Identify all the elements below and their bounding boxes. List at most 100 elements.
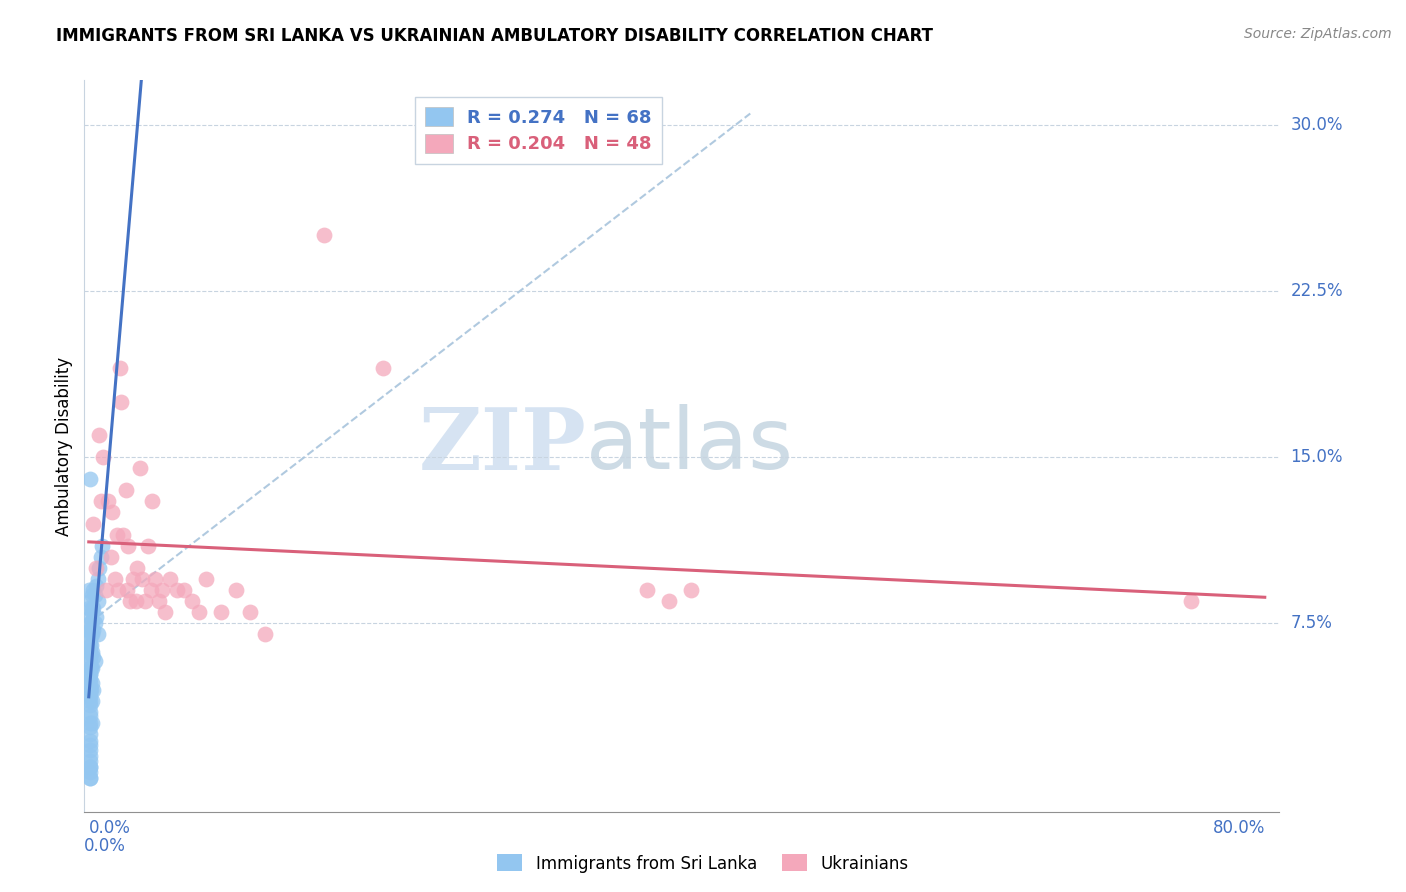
Point <box>195 572 218 586</box>
Point <box>188 605 211 619</box>
Point <box>79 639 101 653</box>
Point <box>80 694 103 708</box>
Point <box>80 627 103 641</box>
Point <box>83 616 105 631</box>
Point <box>93 450 115 464</box>
Point <box>107 583 129 598</box>
Point <box>77 583 100 598</box>
Point <box>96 583 118 598</box>
Point <box>82 516 104 531</box>
Point <box>82 623 104 637</box>
Point <box>100 549 122 564</box>
Point <box>82 649 104 664</box>
Point <box>79 609 101 624</box>
Point <box>114 483 136 498</box>
Point <box>312 228 335 243</box>
Point <box>681 583 703 598</box>
Point <box>79 705 101 719</box>
Point <box>80 676 103 690</box>
Point <box>131 572 153 586</box>
Point <box>79 660 101 674</box>
Point <box>79 772 101 786</box>
Point <box>79 749 101 764</box>
Point <box>80 587 103 601</box>
Point <box>79 616 101 631</box>
Legend: R = 0.274   N = 68, R = 0.204   N = 48: R = 0.274 N = 68, R = 0.204 N = 48 <box>415 96 662 164</box>
Point <box>86 572 108 586</box>
Point <box>80 600 103 615</box>
Point <box>79 672 101 686</box>
Point <box>83 587 105 601</box>
Point <box>80 660 103 674</box>
Point <box>209 605 232 619</box>
Point <box>79 738 101 752</box>
Point <box>79 654 101 668</box>
Point <box>122 572 145 586</box>
Point <box>80 660 103 674</box>
Point <box>79 645 101 659</box>
Point <box>80 614 103 628</box>
Point <box>79 721 101 735</box>
Point <box>79 682 101 697</box>
Point <box>82 583 104 598</box>
Point <box>139 583 162 598</box>
Point <box>159 572 181 586</box>
Point <box>79 764 101 779</box>
Point <box>129 461 152 475</box>
Point <box>105 527 128 541</box>
Point <box>115 583 138 598</box>
Point <box>254 627 277 641</box>
Text: Source: ZipAtlas.com: Source: ZipAtlas.com <box>1244 27 1392 41</box>
Point <box>143 572 166 586</box>
Point <box>90 494 112 508</box>
Point <box>79 623 101 637</box>
Point <box>79 772 101 786</box>
Point <box>79 649 101 664</box>
Text: 7.5%: 7.5% <box>1291 615 1333 632</box>
Point <box>108 361 131 376</box>
Point <box>79 716 101 731</box>
Point <box>80 716 103 731</box>
Point <box>173 583 195 598</box>
Point <box>79 690 101 704</box>
Point <box>155 605 177 619</box>
Point <box>150 583 173 598</box>
Point <box>84 609 107 624</box>
Point <box>82 682 104 697</box>
Text: ZIP: ZIP <box>419 404 586 488</box>
Point <box>79 623 101 637</box>
Point <box>148 594 170 608</box>
Text: 15.0%: 15.0% <box>1291 448 1343 467</box>
Point <box>79 594 101 608</box>
Point <box>84 561 107 575</box>
Point <box>79 472 101 486</box>
Point <box>79 754 101 768</box>
Text: 22.5%: 22.5% <box>1291 282 1343 300</box>
Y-axis label: Ambulatory Disability: Ambulatory Disability <box>55 357 73 535</box>
Point <box>127 561 149 575</box>
Text: IMMIGRANTS FROM SRI LANKA VS UKRAINIAN AMBULATORY DISABILITY CORRELATION CHART: IMMIGRANTS FROM SRI LANKA VS UKRAINIAN A… <box>56 27 934 45</box>
Point <box>104 572 127 586</box>
Point <box>79 600 101 615</box>
Point <box>86 627 108 641</box>
Point <box>658 594 681 608</box>
Point <box>239 605 262 619</box>
Point <box>110 394 132 409</box>
Text: 80.0%: 80.0% <box>1212 819 1265 837</box>
Point <box>80 639 103 653</box>
Point <box>79 742 101 756</box>
Point <box>87 428 110 442</box>
Point <box>79 727 101 741</box>
Point <box>80 682 103 697</box>
Point <box>117 539 139 553</box>
Point <box>82 605 104 619</box>
Point <box>90 549 112 564</box>
Point <box>79 632 101 646</box>
Point <box>101 506 124 520</box>
Point <box>91 539 114 553</box>
Point <box>118 594 141 608</box>
Point <box>83 654 105 668</box>
Point <box>166 583 188 598</box>
Text: 0.0%: 0.0% <box>89 819 131 837</box>
Point <box>79 694 101 708</box>
